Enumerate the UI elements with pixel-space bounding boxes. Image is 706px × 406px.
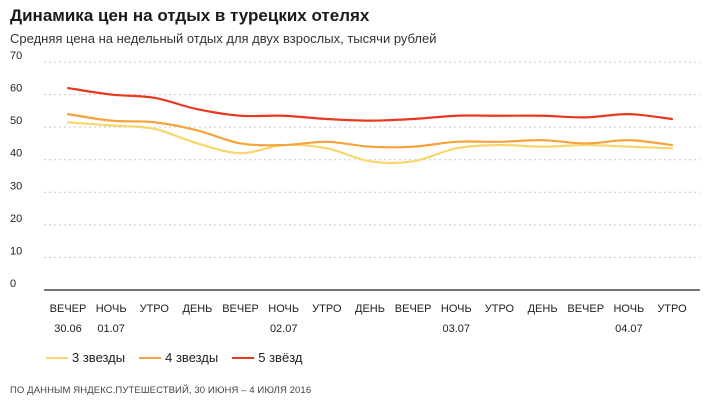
x-tick-label: НОЧЬ — [268, 303, 299, 315]
legend-swatch-4-stars — [139, 356, 162, 359]
legend-label-4-stars: 4 звезды — [165, 350, 219, 365]
chart-subtitle: Средняя цена на недельный отдых для двух… — [10, 31, 437, 46]
y-tick-label: 30 — [10, 180, 22, 192]
x-date-label: 04.07 — [615, 323, 643, 335]
x-date-label: 30.06 — [54, 323, 82, 335]
x-tick-label: ВЕЧЕР — [50, 303, 87, 315]
chart-title: Динамика цен на отдых в турецких отелях — [10, 6, 370, 25]
x-date-label: 01.07 — [97, 323, 125, 335]
legend-item-3-stars: 3 звезды — [46, 350, 125, 365]
series-line-3-stars — [66, 121, 674, 165]
x-tick-label: УТРО — [312, 303, 342, 315]
legend-swatch-5-stars — [232, 356, 255, 359]
legend-item-5-stars: 5 звёзд — [232, 350, 302, 365]
chart-legend: 3 звезды 4 звезды 5 звёзд — [46, 350, 316, 365]
x-tick-label: ВЕЧЕР — [222, 303, 259, 315]
x-date-label: 02.07 — [270, 323, 298, 335]
y-tick-label: 50 — [10, 115, 22, 127]
line-chart: 0 10 20 30 40 50 60 70 ВЕЧЕР 30.06 НОЧЬ 01.07 УТРО Д… — [10, 50, 700, 335]
x-tick-label: ВЕЧЕР — [395, 303, 432, 315]
x-tick-label: ДЕНЬ — [528, 303, 558, 315]
x-tick-label: УТРО — [140, 303, 170, 315]
x-tick-label: НОЧЬ — [613, 303, 644, 315]
x-tick-label: НОЧЬ — [96, 303, 127, 315]
y-tick-label: 10 — [10, 245, 22, 257]
series-line-4-stars — [66, 113, 674, 149]
x-date-label: 03.07 — [443, 323, 471, 335]
x-tick-label: УТРО — [485, 303, 515, 315]
series-line-5-stars — [66, 86, 674, 122]
x-tick-label: НОЧЬ — [441, 303, 472, 315]
legend-label-3-stars: 3 звезды — [72, 350, 126, 365]
x-tick-label: ВЕЧЕР — [567, 303, 604, 315]
x-tick-label: ДЕНЬ — [182, 303, 212, 315]
y-tick-label: 40 — [10, 148, 22, 160]
x-tick-label: УТРО — [657, 303, 687, 315]
x-tick-label: ДЕНЬ — [355, 303, 385, 315]
legend-swatch-3-stars — [46, 356, 68, 359]
legend-item-4-stars: 4 звезды — [139, 350, 218, 365]
y-tick-label: 60 — [10, 83, 22, 95]
data-source-note: ПО ДАННЫМ ЯНДЕКС.ПУТЕШЕСТВИЙ, 30 ИЮНЯ – … — [10, 385, 312, 396]
y-tick-label: 20 — [10, 213, 22, 225]
y-tick-label: 0 — [10, 278, 16, 290]
y-tick-label: 70 — [10, 50, 22, 62]
legend-label-5-stars: 5 звёзд — [258, 350, 303, 365]
